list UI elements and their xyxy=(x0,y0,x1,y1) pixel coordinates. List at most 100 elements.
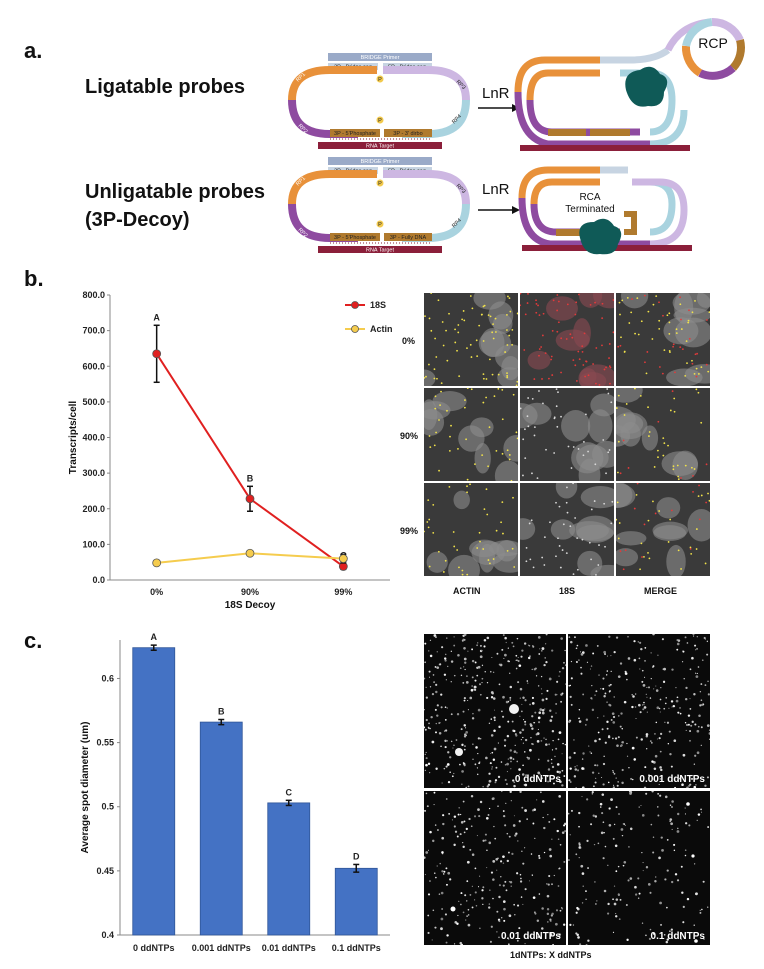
unligatable-product: RCA Terminated xyxy=(518,166,692,255)
y-axis-title: Transcripts/cell xyxy=(68,401,79,475)
y-tick-label: 600.0 xyxy=(82,361,105,371)
micro-tile-svg xyxy=(520,293,614,386)
bar xyxy=(267,802,311,936)
micro-tile-r0-c1 xyxy=(520,293,614,386)
micro-tile-svg xyxy=(424,388,518,481)
legend-label: 18S xyxy=(370,300,386,310)
phos-left-bar xyxy=(330,129,380,137)
micro-image-0: 0 ddNTPs xyxy=(424,634,566,788)
significance-letter: B xyxy=(218,707,225,717)
phos-left-label-2: 3P - 5'Phosphate xyxy=(334,235,376,241)
rca-label-line1: RCA xyxy=(579,192,600,203)
panel-c-label: c. xyxy=(24,628,43,653)
phos-right-bar xyxy=(384,129,432,137)
rp4-label: RP4 xyxy=(451,114,463,126)
y-tick-label: 0.0 xyxy=(92,575,105,585)
data-point-18s xyxy=(245,494,255,504)
transcripts-line-chart: 0.0 100.0 200.0 300.0 400.0 500.0 600.0 700.0 80… xyxy=(68,290,393,610)
significance-letter: A xyxy=(153,312,160,322)
legend-marker xyxy=(351,301,359,309)
speckle-svg xyxy=(568,634,710,788)
col-label-actin: ACTIN xyxy=(453,586,481,596)
polymerase-icon xyxy=(625,66,668,107)
lnr-label-bottom: LnR xyxy=(482,181,510,198)
speckle-svg xyxy=(424,634,566,788)
rp4-label-2: RP4 xyxy=(451,218,463,230)
micro-image-3: 0.1 ddNTPs xyxy=(568,791,710,945)
rca-label-line2: Terminated xyxy=(565,204,614,215)
rna-target-bar xyxy=(318,142,442,149)
y-tick-label: 100.0 xyxy=(82,539,105,549)
micro-tile-svg xyxy=(520,483,614,576)
rp1-label-2: RP1 xyxy=(295,176,307,188)
unligatable-probe-loop: BRIDGE Primer 3P - Bridge seq 5P - Bridg… xyxy=(288,157,470,254)
panel-c-image-grid: 0 ddNTPs 0.001 ddNTPs 0.01 ddNTPs 0.1 dd… xyxy=(424,634,710,945)
row-label-1: 90% xyxy=(400,431,419,441)
micro-tile-r2-c0 xyxy=(424,483,518,576)
legend-label: Actin xyxy=(370,324,393,334)
micro-tile-r1-c0 xyxy=(424,388,518,481)
x-tick-label: 99% xyxy=(334,587,352,597)
phosphate-marker xyxy=(376,75,384,83)
data-point-18s xyxy=(152,349,162,359)
rp3-label: RP3 xyxy=(455,79,467,91)
bridge-primer-label: BRIDGE Primer xyxy=(361,55,400,61)
unligatable-title-line1: Unligatable probes xyxy=(85,181,266,203)
y-axis-title: Average spot diameter (um) xyxy=(80,722,91,854)
rna-target-label: RNA Target xyxy=(366,144,394,150)
panel-b-label: b. xyxy=(24,266,44,291)
panel-a-label: a. xyxy=(24,38,43,63)
micro-label-2: 0.01 ddNTPs xyxy=(500,931,561,942)
panel-a-diagram: BRIDGE Primer 3P - Bridge seq 5P - Bridg… xyxy=(288,17,745,255)
micro-tile-r2-c1 xyxy=(520,483,614,576)
micro-image-2: 0.01 ddNTPs xyxy=(424,791,566,945)
legend-marker xyxy=(351,325,359,333)
rcp-label: RCP xyxy=(698,35,728,51)
y-tick-label: 400.0 xyxy=(82,433,105,443)
ligatable-probe-loop: BRIDGE Primer 3P - Bridge seq 5P - Bridg… xyxy=(288,53,470,150)
y-tick-label: 0.6 xyxy=(101,673,114,683)
micro-tile-svg xyxy=(520,388,614,481)
bridge-primer-label-2: BRIDGE Primer xyxy=(361,159,400,165)
y-tick-label: 700.0 xyxy=(82,326,105,336)
significance-letter: B xyxy=(247,473,254,483)
x-axis-title: 18S Decoy xyxy=(225,600,276,610)
p-marker-label-4: P xyxy=(378,222,382,228)
y-tick-label: 300.0 xyxy=(82,468,105,478)
unligatable-title-line2: (3P-Decoy) xyxy=(85,209,190,231)
significance-letter: D xyxy=(353,851,360,861)
data-point-actin xyxy=(245,548,255,558)
row-label-2: 99% xyxy=(400,526,419,536)
y-tick-label: 800.0 xyxy=(82,290,105,300)
micro-tile-svg xyxy=(617,293,710,386)
speckle-svg xyxy=(424,791,566,945)
rp2-label-2: RP2 xyxy=(297,227,309,239)
micro-label-0: 0 ddNTPs xyxy=(514,774,561,785)
micro-tile-svg xyxy=(424,483,518,576)
micro-tile-r2-c2 xyxy=(616,483,710,576)
y-tick-label: 0.55 xyxy=(96,738,114,748)
ligatable-product: RCP xyxy=(514,17,745,151)
bar xyxy=(199,721,243,936)
speckle-svg xyxy=(568,791,710,945)
micro-tile-r0-c0 xyxy=(424,293,518,386)
micro-tile-svg xyxy=(424,293,518,386)
micro-tile-svg xyxy=(616,388,708,481)
significance-letter: A xyxy=(151,632,158,642)
phos-left-label: 3P - 5'Phosphate xyxy=(334,131,376,137)
bar xyxy=(334,867,378,936)
x-tick-label: 0.01 ddNTPs xyxy=(262,943,316,953)
x-tick-label: 90% xyxy=(241,587,259,597)
phos-right-label-2: 3P - Fully DNA xyxy=(390,235,427,241)
y-tick-label: 0.45 xyxy=(96,866,114,876)
data-point-actin xyxy=(338,554,348,564)
rp1-label: RP1 xyxy=(295,72,307,84)
col-label-18s: 18S xyxy=(559,586,576,596)
row-label-0: 0% xyxy=(402,336,416,346)
micro-tile-r1-c2 xyxy=(616,388,710,481)
micro-caption: 1dNTPs: X ddNTPs xyxy=(510,950,592,960)
micro-label-1: 0.001 ddNTPs xyxy=(639,774,705,785)
phosphate-marker xyxy=(376,116,384,124)
polymerase-icon-2 xyxy=(579,218,622,255)
col-label-merge: MERGE xyxy=(644,586,678,596)
